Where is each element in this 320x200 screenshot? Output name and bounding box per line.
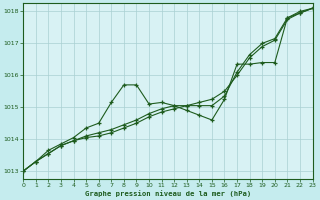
X-axis label: Graphe pression niveau de la mer (hPa): Graphe pression niveau de la mer (hPa): [85, 190, 251, 197]
